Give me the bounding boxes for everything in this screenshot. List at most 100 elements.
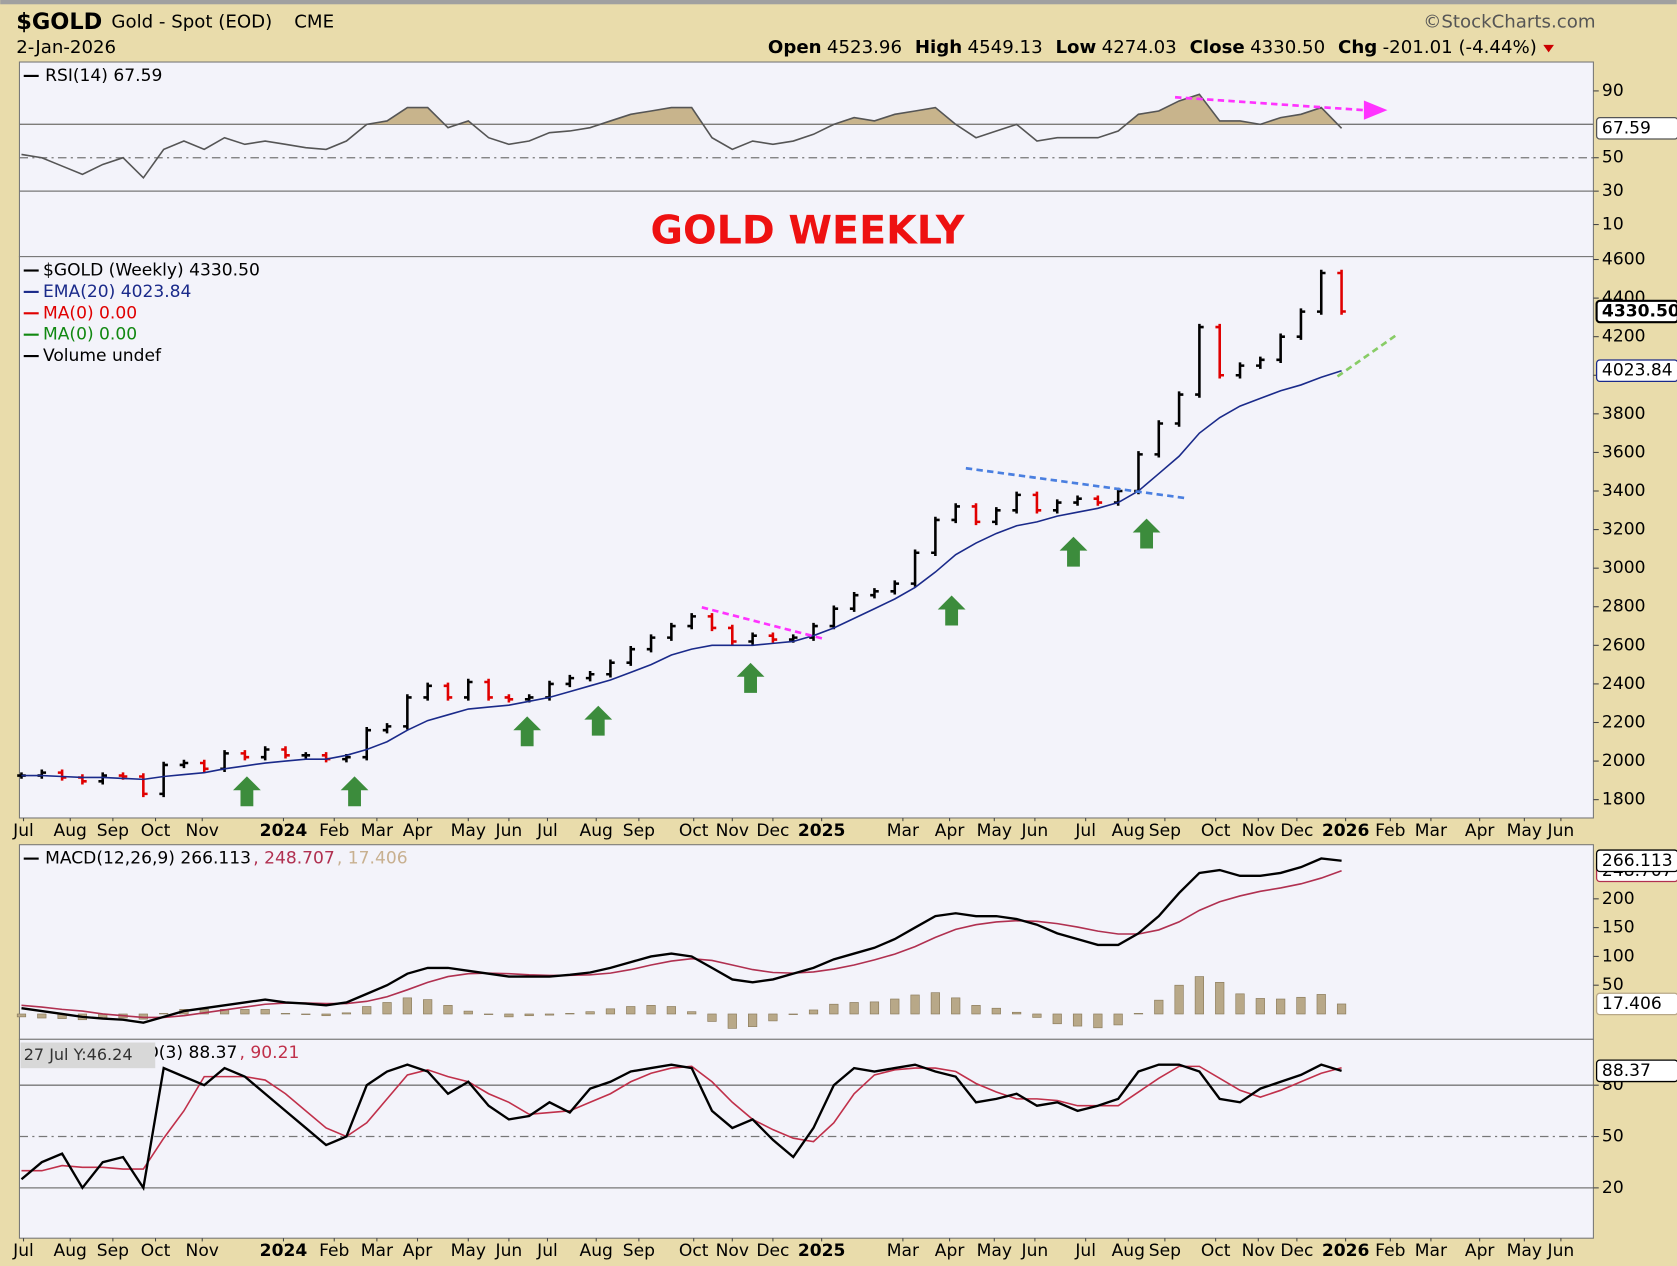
y-tick-label: 90 [1602,81,1624,101]
x-tick-label: 2026 [1322,821,1370,841]
value-tag: 17.406 [1602,994,1662,1014]
histogram-bar [504,1013,514,1018]
histogram-bar [362,1006,372,1015]
line [21,369,1342,781]
value-tag: 4330.50 [1602,302,1677,322]
x-tick-label: Jun [495,1241,523,1261]
histogram-bar [605,1008,616,1015]
histogram-bar [1072,1013,1083,1027]
x-tick-label: Aug [1112,1241,1145,1261]
price-bar [890,580,900,595]
x-tick-label: Oct [1201,1241,1231,1261]
x-tick-label: May [451,1241,486,1261]
price-bar [646,634,656,653]
x-tick-label: Feb [319,821,349,841]
histogram-bar [544,1013,555,1016]
histogram-bar [727,1013,737,1029]
value-tag-box [1595,849,1677,873]
value-tag: 67.59 [1602,118,1651,138]
price-bar [301,752,311,759]
price-bar [98,772,107,785]
x-tick-label: May [451,821,486,841]
legend-label: MA(0) 0.00 [43,325,137,345]
symbol: $GOLD [16,9,102,35]
plot [21,93,1388,180]
line [21,93,1343,180]
histogram-bar [1194,976,1204,1015]
x-tick-label: Oct [141,821,171,841]
value-tag: 4023.84 [1602,361,1673,381]
price-bar [707,613,717,632]
x-tick-label: Jul [536,1241,558,1261]
price-bar [1276,333,1285,364]
histogram-bar [1012,1011,1022,1015]
x-tick-label: Mar [1415,1241,1448,1261]
histogram-bar [159,1013,169,1015]
x-tick-label: Apr [935,821,966,841]
price-bar [199,759,209,772]
price-bar [1256,356,1265,369]
histogram-bar [1174,984,1184,1015]
histogram-bar [768,1013,778,1022]
x-tick-label: Dec [1280,821,1313,841]
quote-label: Chg [1338,37,1377,58]
histogram-bar [1052,1013,1062,1025]
price-bar [1032,491,1042,514]
support-arrow [513,716,542,747]
x-tick-label: Jul [1074,1241,1096,1261]
x-tick-label: Feb [1375,1241,1405,1261]
x-tick-label: Mar [361,821,394,841]
histogram-bar [930,992,940,1015]
price-bar [1154,420,1164,458]
y-tick-label: 200 [1602,889,1635,909]
x-tick-label: Sep [623,821,655,841]
x-tick-label: Apr [403,1241,434,1261]
exchange: CME [294,11,334,32]
y-tick-label: 100 [1602,946,1635,966]
support-arrow [1132,518,1161,549]
histogram-bar [463,1010,473,1015]
x-tick-label: May [1507,1241,1542,1261]
quote-label: Close [1190,37,1245,58]
trendline [965,466,1188,500]
y-tick-label: 50 [1602,975,1624,995]
histogram-bar [443,1005,453,1015]
value-tag-box [1595,359,1677,382]
x-tick-label: Apr [1465,821,1496,841]
price-bar [1296,308,1306,340]
x-tick-label: Jun [1547,1241,1575,1261]
panel-background [18,256,1594,819]
x-tick-label: May [1507,821,1542,841]
panel-background [18,844,1594,1040]
price-bar [1195,323,1204,398]
price-bar [1316,269,1326,315]
x-tick-label: Mar [887,821,920,841]
histogram-bar [1276,998,1286,1015]
x-tick-label: Nov [186,821,219,841]
y-tick-label: 1800 [1602,790,1646,810]
histogram-bar [1336,1003,1347,1015]
histogram-bar [626,1006,636,1015]
y-tick-label: 4600 [1602,250,1646,270]
x-tick-label: Apr [1465,1241,1496,1261]
histogram-bar [869,1001,880,1015]
histogram-bar [524,1013,534,1017]
histogram-bar [890,998,900,1015]
price-bar [849,591,859,612]
histogram-bar [240,1009,250,1015]
legend-label: RSI(14) 67.59 [45,66,162,86]
price-bar [1052,499,1062,514]
x-tick-label: Mar [887,1241,920,1261]
price-bar [159,761,168,798]
quote-value: -201.01 (-4.44%) [1383,37,1537,58]
x-tick-label: Feb [1375,821,1405,841]
histogram-bar [991,1007,1001,1015]
price-bar [687,613,696,630]
histogram-bar [849,1002,859,1015]
x-tick-label: Nov [1242,821,1275,841]
plot [17,269,1400,807]
price-bar [504,694,514,703]
histogram-bar [1296,996,1306,1015]
price-bar [606,659,615,678]
support-arrow [1059,536,1088,567]
